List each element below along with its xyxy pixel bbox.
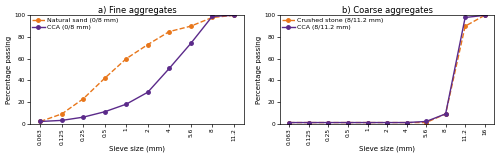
Line: Crushed stone (8/11.2 mm): Crushed stone (8/11.2 mm) <box>288 14 486 124</box>
Line: Natural sand (0/8 mm): Natural sand (0/8 mm) <box>38 14 235 123</box>
CCA (0/8 mm) <box>188 43 194 44</box>
Crushed stone (8/11.2 mm) <box>442 113 448 115</box>
CCA (0/8 mm) <box>80 116 86 118</box>
Y-axis label: Percentage passing: Percentage passing <box>256 35 262 103</box>
CCA (0/8 mm) <box>102 111 108 113</box>
CCA (8/11.2 mm) <box>462 17 468 18</box>
Natural sand (0/8 mm) <box>230 14 236 16</box>
CCA (0/8 mm) <box>209 15 215 17</box>
Crushed stone (8/11.2 mm) <box>384 122 390 124</box>
CCA (8/11.2 mm) <box>404 122 409 124</box>
Line: CCA (0/8 mm): CCA (0/8 mm) <box>38 14 235 123</box>
CCA (0/8 mm) <box>59 119 65 121</box>
CCA (8/11.2 mm) <box>482 14 488 16</box>
CCA (8/11.2 mm) <box>442 113 448 115</box>
Line: CCA (8/11.2 mm): CCA (8/11.2 mm) <box>288 14 486 124</box>
Y-axis label: Percentage passing: Percentage passing <box>6 35 12 103</box>
CCA (8/11.2 mm) <box>364 122 370 124</box>
Crushed stone (8/11.2 mm) <box>462 25 468 27</box>
Natural sand (0/8 mm) <box>124 58 130 60</box>
Crushed stone (8/11.2 mm) <box>482 14 488 16</box>
CCA (0/8 mm) <box>38 121 44 122</box>
Natural sand (0/8 mm) <box>80 98 86 100</box>
X-axis label: Sieve size (mm): Sieve size (mm) <box>359 146 415 152</box>
Natural sand (0/8 mm) <box>188 25 194 27</box>
CCA (0/8 mm) <box>145 91 151 93</box>
Crushed stone (8/11.2 mm) <box>306 122 312 124</box>
Natural sand (0/8 mm) <box>102 77 108 79</box>
Natural sand (0/8 mm) <box>166 31 172 33</box>
CCA (8/11.2 mm) <box>306 122 312 124</box>
Crushed stone (8/11.2 mm) <box>364 122 370 124</box>
Natural sand (0/8 mm) <box>38 121 44 122</box>
Crushed stone (8/11.2 mm) <box>326 122 332 124</box>
Legend: Crushed stone (8/11.2 mm), CCA (8/11.2 mm): Crushed stone (8/11.2 mm), CCA (8/11.2 m… <box>281 17 385 31</box>
Crushed stone (8/11.2 mm) <box>423 122 429 124</box>
Crushed stone (8/11.2 mm) <box>345 122 351 124</box>
CCA (8/11.2 mm) <box>423 121 429 122</box>
CCA (0/8 mm) <box>124 103 130 105</box>
CCA (0/8 mm) <box>230 14 236 16</box>
CCA (0/8 mm) <box>166 67 172 69</box>
Natural sand (0/8 mm) <box>59 113 65 115</box>
CCA (8/11.2 mm) <box>345 122 351 124</box>
Title: a) Fine aggregates: a) Fine aggregates <box>98 6 176 15</box>
Title: b) Coarse aggregates: b) Coarse aggregates <box>342 6 432 15</box>
CCA (8/11.2 mm) <box>326 122 332 124</box>
Natural sand (0/8 mm) <box>145 44 151 46</box>
CCA (8/11.2 mm) <box>384 122 390 124</box>
Crushed stone (8/11.2 mm) <box>404 122 409 124</box>
Natural sand (0/8 mm) <box>209 17 215 18</box>
Legend: Natural sand (0/8 mm), CCA (0/8 mm): Natural sand (0/8 mm), CCA (0/8 mm) <box>31 17 120 31</box>
Crushed stone (8/11.2 mm) <box>286 122 292 124</box>
CCA (8/11.2 mm) <box>286 122 292 124</box>
X-axis label: Sieve size (mm): Sieve size (mm) <box>109 146 165 152</box>
